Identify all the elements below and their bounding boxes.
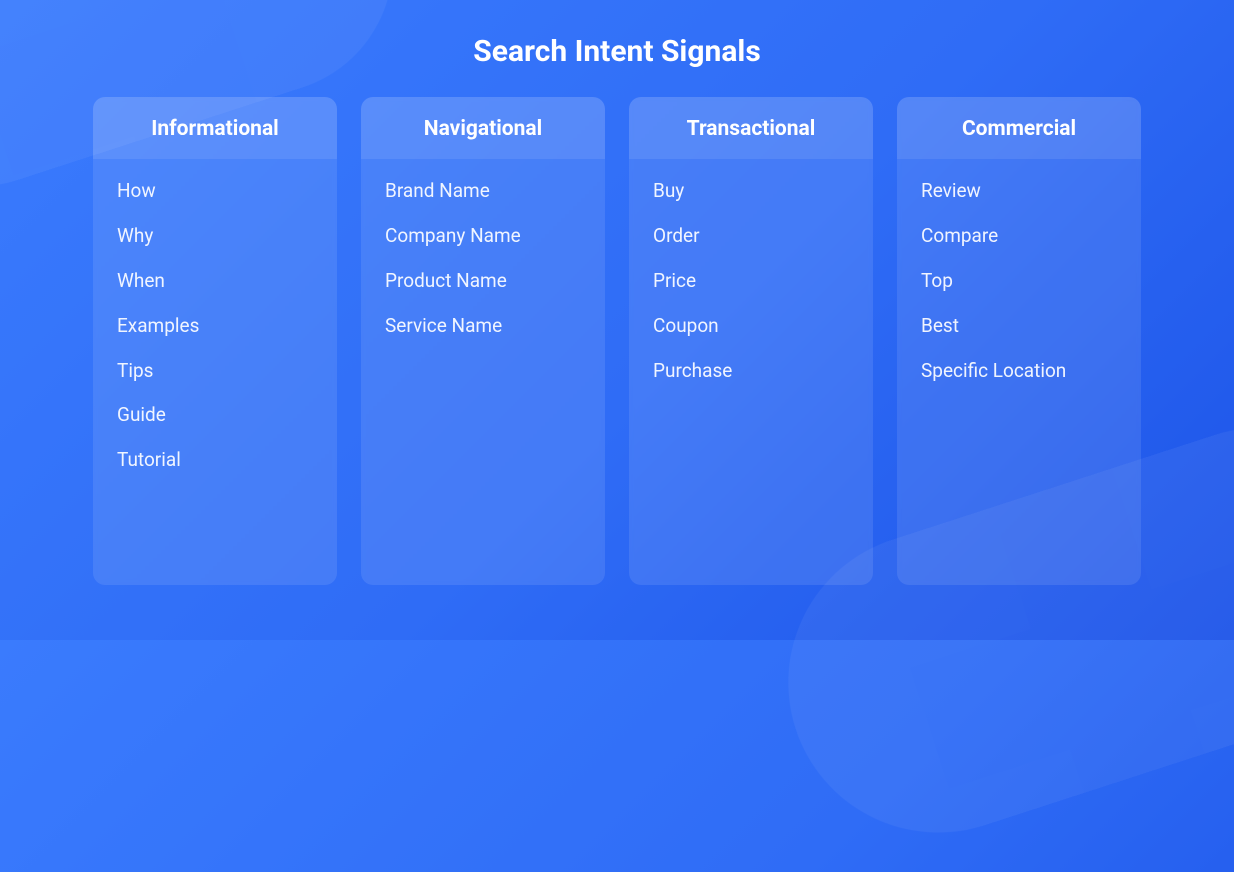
card-item-commercial-0: Review <box>921 181 1117 202</box>
card-body-transactional: Buy Order Price Coupon Purchase <box>629 159 873 585</box>
card-item-navigational-0: Brand Name <box>385 181 581 202</box>
card-item-commercial-1: Compare <box>921 226 1117 247</box>
card-header-navigational: Navigational <box>361 97 605 159</box>
card-item-navigational-1: Company Name <box>385 226 581 247</box>
card-item-informational-3: Examples <box>117 316 313 337</box>
card-item-informational-5: Guide <box>117 405 313 426</box>
card-item-transactional-3: Coupon <box>653 316 849 337</box>
card-header-transactional: Transactional <box>629 97 873 159</box>
card-item-navigational-3: Service Name <box>385 316 581 337</box>
card-item-commercial-2: Top <box>921 271 1117 292</box>
infographic-container: Search Intent Signals Informational How Wh… <box>0 0 1234 640</box>
card-transactional: Transactional Buy Order Price Coupon Purchase <box>629 97 873 585</box>
card-navigational: Navigational Brand Name Company Name Produc… <box>361 97 605 585</box>
card-commercial: Commercial Review Compare Top Best Specific L… <box>897 97 1141 585</box>
card-header-informational: Informational <box>93 97 337 159</box>
card-item-commercial-4: Specific Location <box>921 361 1117 382</box>
card-item-informational-1: Why <box>117 226 313 247</box>
card-item-transactional-1: Order <box>653 226 849 247</box>
cards-row: Informational How Why When Examples Tips Guide… <box>0 97 1234 585</box>
card-item-informational-4: Tips <box>117 361 313 382</box>
card-item-informational-2: When <box>117 271 313 292</box>
card-item-transactional-4: Purchase <box>653 361 849 382</box>
card-item-informational-6: Tutorial <box>117 450 313 471</box>
card-header-commercial: Commercial <box>897 97 1141 159</box>
card-item-navigational-2: Product Name <box>385 271 581 292</box>
card-body-commercial: Review Compare Top Best Specific Location <box>897 159 1141 585</box>
card-item-transactional-0: Buy <box>653 181 849 202</box>
card-body-navigational: Brand Name Company Name Product Name Servic… <box>361 159 605 585</box>
page-title: Search Intent Signals <box>473 34 760 69</box>
card-item-informational-0: How <box>117 181 313 202</box>
card-item-commercial-3: Best <box>921 316 1117 337</box>
card-body-informational: How Why When Examples Tips Guide Tutorial <box>93 159 337 585</box>
card-item-transactional-2: Price <box>653 271 849 292</box>
card-informational: Informational How Why When Examples Tips Guide… <box>93 97 337 585</box>
